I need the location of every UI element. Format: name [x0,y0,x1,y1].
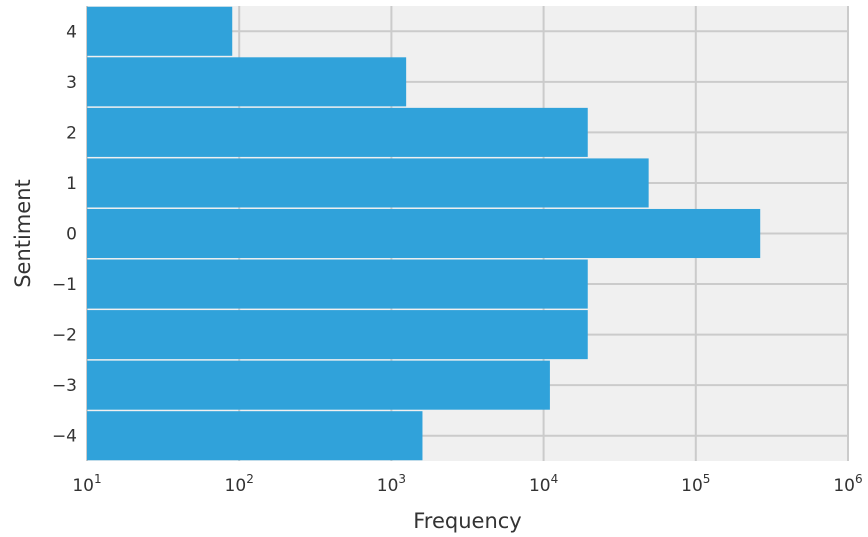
y-tick-label: −3 [52,376,77,396]
y-tick-label: 3 [66,73,77,93]
x-tick-label: 101 [72,472,101,496]
x-tick-label: 103 [377,472,406,496]
x-tick-label: 102 [225,472,254,496]
x-tick-label: 106 [833,472,862,496]
y-tick-label: −1 [52,275,77,295]
x-tick-label: 105 [681,472,710,496]
bars [87,6,761,461]
bar [87,107,588,157]
bar [87,6,233,56]
y-tick-label: 4 [66,22,77,42]
bar [87,310,588,360]
bar [87,208,761,259]
y-tick-label: 2 [66,123,77,143]
x-tick-label: 104 [529,472,558,496]
y-tick-label: −2 [52,326,77,346]
bar [87,158,649,208]
tick-labels: 101 102 103 104 105 106 4 3 2 1 0 −1 −2 −3 −4 [52,22,863,496]
bar [87,259,588,309]
bar [87,360,550,410]
y-axis-label: Sentiment [11,179,35,288]
y-tick-label: −4 [52,427,77,447]
x-axis-label: Frequency [413,509,522,533]
y-tick-label: 1 [66,174,77,194]
bar [87,57,407,107]
y-tick-label: 0 [66,225,77,245]
bar [87,411,423,461]
